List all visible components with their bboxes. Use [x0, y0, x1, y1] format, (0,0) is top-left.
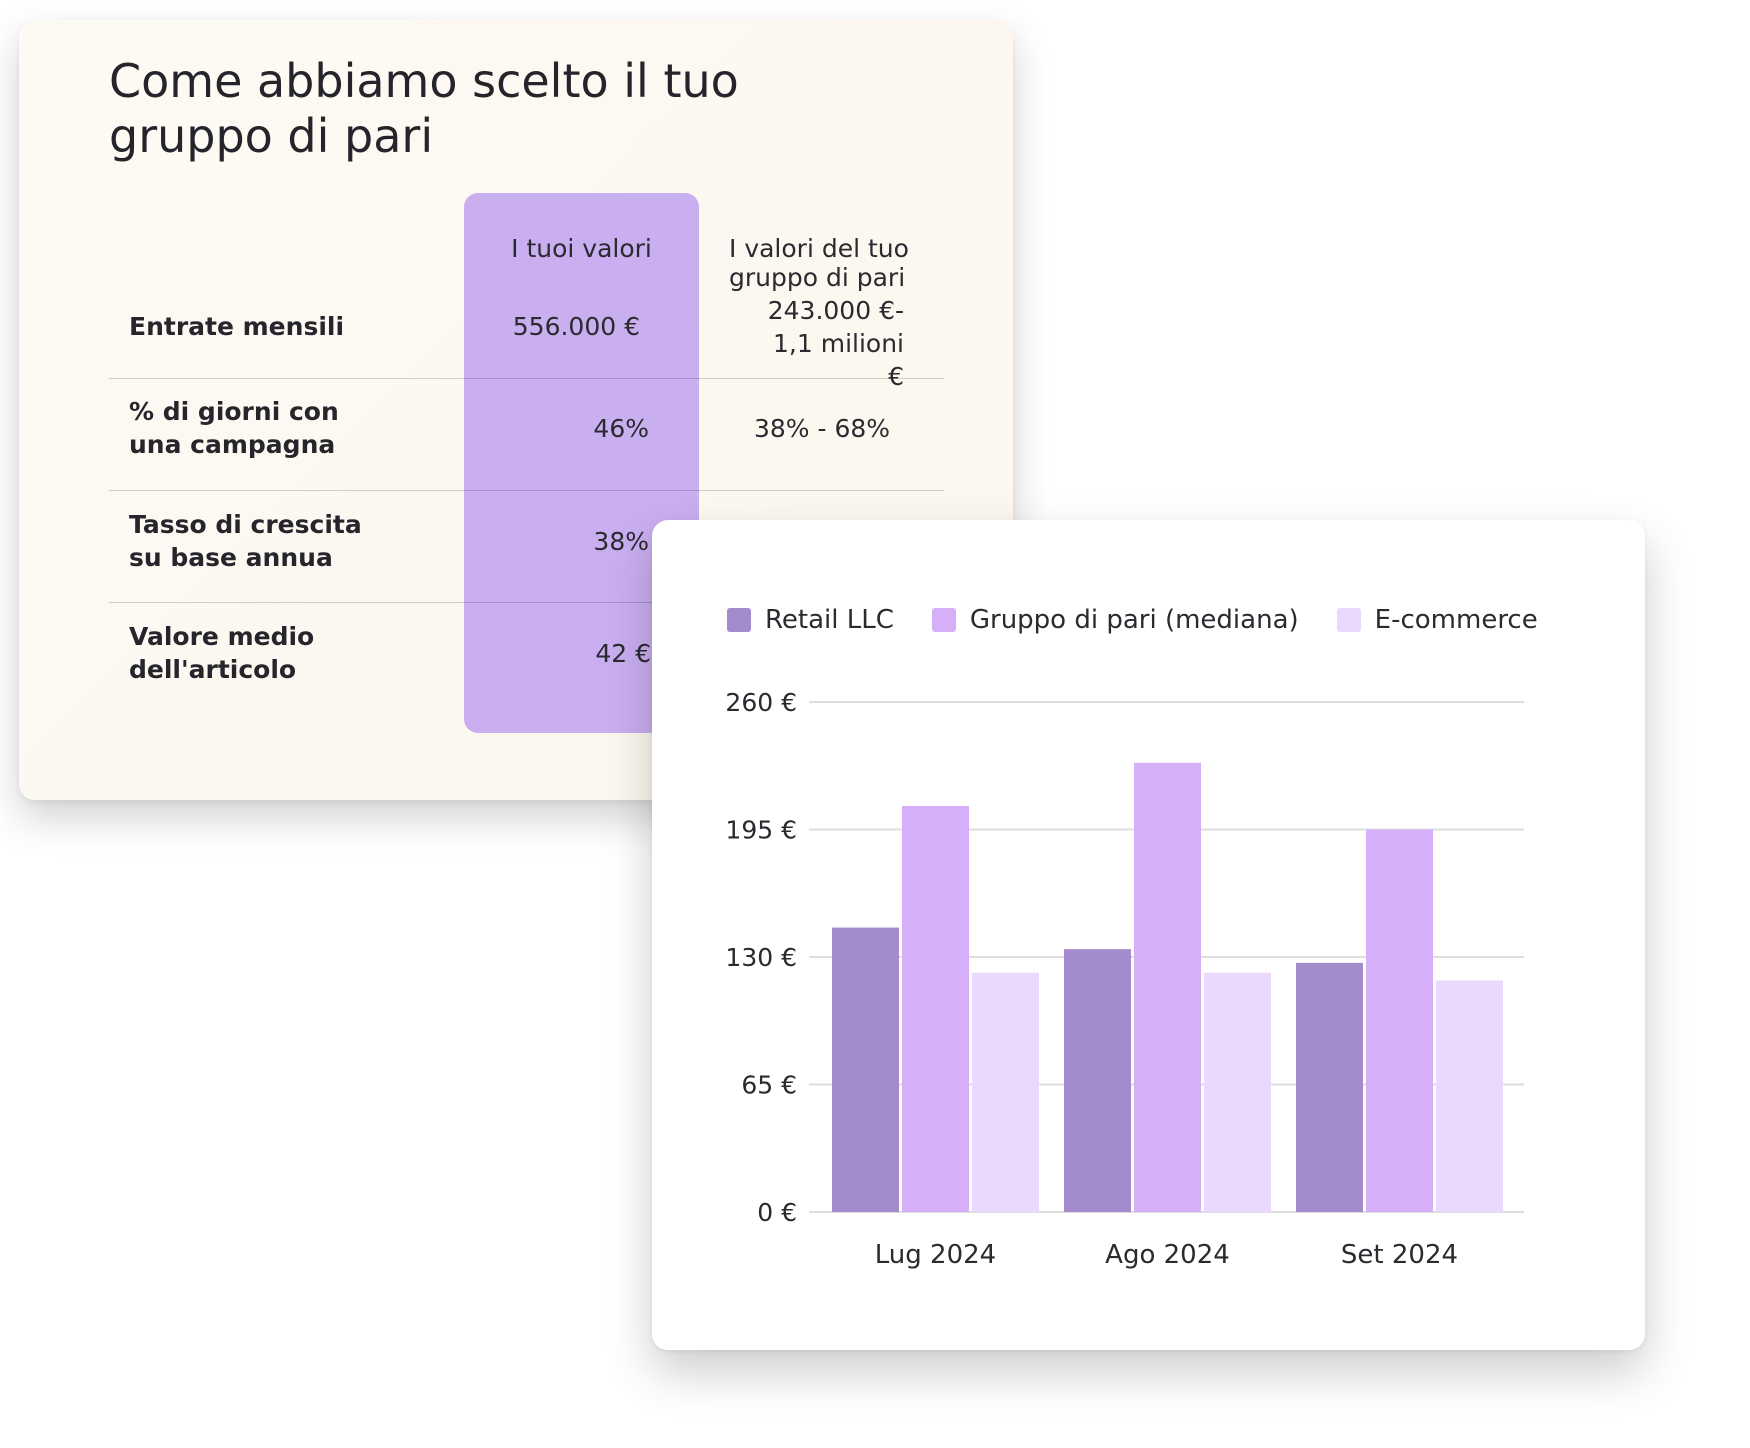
bar-peer	[1366, 829, 1433, 1212]
row-label-monthly-revenue: Entrate mensili	[129, 312, 345, 341]
your-value-yoy-growth: 38%	[593, 527, 649, 556]
x-tick-label: Ago 2024	[1105, 1240, 1230, 1270]
bar-ecommerce	[1436, 980, 1503, 1212]
legend-item-retail: Retail LLC	[727, 605, 894, 635]
y-tick-label: 0 €	[757, 1198, 797, 1227]
legend-item-ecommerce: E-commerce	[1336, 605, 1538, 635]
bar-retail	[1296, 962, 1363, 1212]
benchmark-chart-card: Retail LLC Gruppo di pari (mediana) E-co…	[652, 520, 1645, 1350]
legend-label-ecommerce: E-commerce	[1374, 605, 1538, 635]
legend-label-peer-median: Gruppo di pari (mediana)	[969, 605, 1299, 635]
peer-value-monthly-revenue: 243.000 €- 1,1 milioni €	[767, 296, 904, 391]
row-divider	[109, 490, 944, 491]
legend-item-peer-median: Gruppo di pari (mediana)	[931, 605, 1299, 635]
bar-peer	[902, 805, 969, 1212]
bar-retail	[832, 927, 899, 1212]
chart-legend: Retail LLC Gruppo di pari (mediana) E-co…	[727, 600, 1607, 640]
y-tick-label: 260 €	[725, 688, 797, 717]
row-divider	[109, 602, 944, 603]
legend-swatch-peer-median	[931, 608, 956, 632]
your-value-average-item-value: 42 €	[595, 639, 651, 668]
bar-retail	[1064, 949, 1131, 1212]
legend-swatch-retail	[727, 608, 751, 632]
row-label-campaign-days: % di giorni con una campagna	[129, 397, 339, 459]
your-value-campaign-days: 46%	[593, 414, 649, 443]
y-tick-label: 130 €	[725, 943, 797, 972]
bar-ecommerce	[972, 972, 1039, 1212]
peer-value-campaign-days: 38% - 68%	[754, 414, 891, 443]
column-header-your-values: I tuoi valori	[511, 234, 652, 263]
y-tick-label: 195 €	[725, 816, 797, 845]
legend-label-retail: Retail LLC	[765, 605, 894, 635]
peer-group-card: Come abbiamo scelto il tuo gruppo di par…	[19, 20, 1013, 800]
peer-table-title: Come abbiamo scelto il tuo gruppo di par…	[109, 54, 739, 163]
column-header-peer-values: I valori del tuo gruppo di pari	[729, 234, 909, 292]
row-label-yoy-growth: Tasso di crescita su base annua	[129, 510, 362, 572]
legend-swatch-ecommerce	[1336, 608, 1361, 632]
your-value-monthly-revenue: 556.000 €	[512, 312, 640, 341]
bar-ecommerce	[1204, 972, 1271, 1212]
x-tick-label: Lug 2024	[875, 1240, 996, 1270]
row-label-average-item-value: Valore medio dell'articolo	[129, 622, 315, 684]
y-tick-label: 65 €	[741, 1071, 797, 1100]
row-divider	[109, 378, 944, 379]
bar-peer	[1134, 762, 1201, 1212]
bar-chart: 0 € 65 € 130 € 195 € 260 € Lug 2024 Ago 2024 Se…	[725, 688, 1524, 1270]
x-tick-label: Set 2024	[1341, 1240, 1458, 1270]
